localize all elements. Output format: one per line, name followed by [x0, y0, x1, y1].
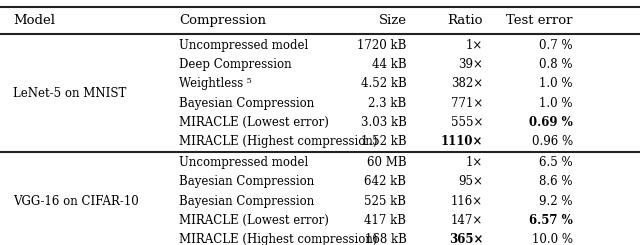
Text: MIRACLE (Lowest error): MIRACLE (Lowest error)	[179, 214, 329, 227]
Text: 168 kB: 168 kB	[365, 233, 406, 245]
Text: 8.6 %: 8.6 %	[540, 175, 573, 188]
Text: 1×: 1×	[466, 39, 483, 52]
Text: VGG-16 on CIFAR-10: VGG-16 on CIFAR-10	[13, 195, 138, 208]
Text: 44 kB: 44 kB	[372, 58, 406, 71]
Text: Test error: Test error	[506, 14, 573, 27]
Text: 365×: 365×	[449, 233, 483, 245]
Text: 1.0 %: 1.0 %	[540, 77, 573, 90]
Text: Bayesian Compression: Bayesian Compression	[179, 97, 314, 110]
Text: Weightless ⁵: Weightless ⁵	[179, 77, 252, 90]
Text: LeNet-5 on MNIST: LeNet-5 on MNIST	[13, 87, 126, 100]
Text: 1.52 kB: 1.52 kB	[361, 135, 406, 148]
Text: 642 kB: 642 kB	[364, 175, 406, 188]
Text: MIRACLE (Highest compression): MIRACLE (Highest compression)	[179, 135, 378, 148]
Text: 417 kB: 417 kB	[364, 214, 406, 227]
Text: 0.8 %: 0.8 %	[540, 58, 573, 71]
Text: 3.03 kB: 3.03 kB	[360, 116, 406, 129]
Text: 1×: 1×	[466, 156, 483, 169]
Text: 10.0 %: 10.0 %	[532, 233, 573, 245]
Text: Bayesian Compression: Bayesian Compression	[179, 195, 314, 208]
Text: Uncompressed model: Uncompressed model	[179, 156, 308, 169]
Text: 9.2 %: 9.2 %	[540, 195, 573, 208]
Text: Bayesian Compression: Bayesian Compression	[179, 175, 314, 188]
Text: 1.0 %: 1.0 %	[540, 97, 573, 110]
Text: 4.52 kB: 4.52 kB	[361, 77, 406, 90]
Text: Ratio: Ratio	[448, 14, 483, 27]
Text: 0.69 %: 0.69 %	[529, 116, 573, 129]
Text: 555×: 555×	[451, 116, 483, 129]
Text: 525 kB: 525 kB	[364, 195, 406, 208]
Text: 382×: 382×	[451, 77, 483, 90]
Text: 771×: 771×	[451, 97, 483, 110]
Text: 147×: 147×	[451, 214, 483, 227]
Text: Size: Size	[378, 14, 406, 27]
Text: 116×: 116×	[451, 195, 483, 208]
Text: 1720 kB: 1720 kB	[357, 39, 406, 52]
Text: 0.96 %: 0.96 %	[532, 135, 573, 148]
Text: 1110×: 1110×	[441, 135, 483, 148]
Text: 95×: 95×	[458, 175, 483, 188]
Text: 0.7 %: 0.7 %	[539, 39, 573, 52]
Text: MIRACLE (Lowest error): MIRACLE (Lowest error)	[179, 116, 329, 129]
Text: 6.57 %: 6.57 %	[529, 214, 573, 227]
Text: Deep Compression: Deep Compression	[179, 58, 292, 71]
Text: 2.3 kB: 2.3 kB	[368, 97, 406, 110]
Text: 39×: 39×	[458, 58, 483, 71]
Text: Compression: Compression	[179, 14, 266, 27]
Text: Uncompressed model: Uncompressed model	[179, 39, 308, 52]
Text: MIRACLE (Highest compression): MIRACLE (Highest compression)	[179, 233, 378, 245]
Text: 60 MB: 60 MB	[367, 156, 406, 169]
Text: Model: Model	[13, 14, 55, 27]
Text: 6.5 %: 6.5 %	[539, 156, 573, 169]
